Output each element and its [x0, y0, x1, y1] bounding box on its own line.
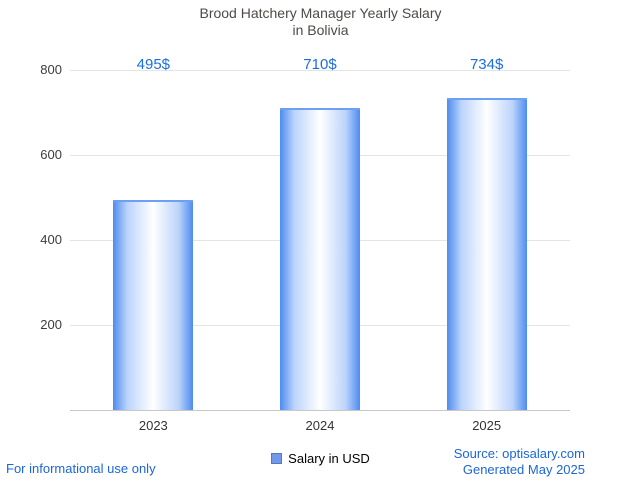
bar [446, 98, 527, 410]
bar-value-label: 495$ [136, 56, 171, 73]
y-tick-label: 800 [40, 62, 62, 77]
bar [280, 108, 360, 410]
chart-title: Brood Hatchery Manager Yearly Salary in … [0, 5, 641, 39]
legend-swatch-icon [271, 453, 283, 464]
bar-value-label: 734$ [469, 56, 504, 73]
source-block: Source: optisalary.com Generated May 202… [454, 446, 585, 478]
y-tick-label: 200 [40, 317, 62, 332]
x-axis-label: 2023 [138, 418, 168, 433]
generated-date: Generated May 2025 [462, 462, 585, 477]
bar [113, 199, 194, 410]
gridline [70, 70, 570, 71]
chart-title-line1: Brood Hatchery Manager Yearly Salary [199, 5, 442, 21]
legend-label: Salary in USD [288, 451, 370, 466]
x-axis-label: 2024 [305, 418, 335, 433]
disclaimer-text: For informational use only [6, 461, 156, 476]
y-tick-label: 400 [40, 232, 62, 247]
x-axis-line [70, 410, 570, 411]
y-tick-label: 600 [40, 147, 62, 162]
x-axis-label: 2025 [472, 418, 502, 433]
bar-value-label: 710$ [303, 56, 337, 73]
source-link[interactable]: Source: optisalary.com [453, 446, 585, 461]
chart-title-line2: in Bolivia [292, 22, 349, 38]
chart-legend: Salary in USD [0, 451, 641, 466]
